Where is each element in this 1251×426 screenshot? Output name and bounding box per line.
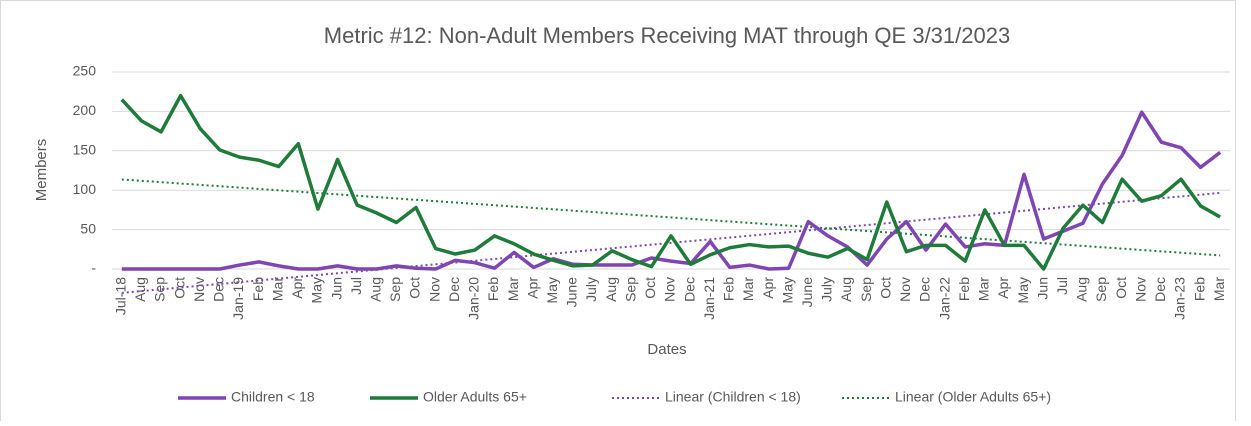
x-tick-label: Nov bbox=[897, 277, 913, 302]
x-tick-label: Aug bbox=[367, 277, 383, 302]
x-tick-label: Aug bbox=[838, 277, 854, 302]
y-tick-label: 100 bbox=[73, 181, 97, 197]
x-tick-label: May bbox=[779, 277, 795, 303]
x-tick-label: Sep bbox=[1093, 277, 1109, 302]
x-tick-label: Oct bbox=[171, 277, 187, 299]
x-tick-label: July bbox=[583, 277, 599, 302]
x-tick-label: Feb bbox=[485, 277, 501, 301]
x-tick-label: Oct bbox=[877, 277, 893, 299]
x-tick-label: Jul bbox=[1054, 277, 1070, 295]
x-tick-label: Aug bbox=[603, 277, 619, 302]
x-tick-label: Feb bbox=[721, 277, 737, 301]
x-tick-label: Jul-18 bbox=[113, 277, 129, 315]
x-tick-label: June bbox=[564, 277, 580, 308]
x-tick-label: Nov bbox=[426, 277, 442, 302]
x-tick-label: Dec bbox=[1152, 277, 1168, 302]
x-tick-label: Dec bbox=[917, 277, 933, 302]
x-tick-label: Nov bbox=[662, 277, 678, 302]
chart-title: Metric #12: Non-Adult Members Receiving … bbox=[324, 23, 1010, 48]
x-tick-label: Apr bbox=[289, 277, 305, 299]
x-tick-label: Dec bbox=[681, 277, 697, 302]
legend-label: Older Adults 65+ bbox=[423, 389, 527, 405]
x-tick-label: Mar bbox=[269, 277, 285, 301]
x-tick-label: Feb bbox=[250, 277, 266, 301]
x-tick-label: Dec bbox=[211, 277, 227, 302]
x-tick-label: May bbox=[309, 277, 325, 303]
x-tick-label: Jan-23 bbox=[1172, 277, 1188, 320]
x-tick-label: Nov bbox=[191, 277, 207, 302]
x-tick-label: Sep bbox=[858, 277, 874, 302]
y-tick-label: 150 bbox=[73, 142, 97, 158]
x-tick-label: Aug bbox=[1074, 277, 1090, 302]
x-tick-label: Jan-21 bbox=[701, 277, 717, 320]
x-tick-label: Oct bbox=[407, 277, 423, 299]
y-tick-label: 250 bbox=[73, 63, 97, 79]
x-tick-label: Jun bbox=[328, 277, 344, 300]
x-tick-label: Aug bbox=[132, 277, 148, 302]
x-tick-label: Jun bbox=[1034, 277, 1050, 300]
x-tick-label: May bbox=[544, 277, 560, 303]
legend-label: Linear (Children < 18) bbox=[665, 389, 801, 405]
x-tick-label: Sep bbox=[387, 277, 403, 302]
legend-label: Linear (Older Adults 65+) bbox=[895, 389, 1051, 405]
y-tick-label: 200 bbox=[73, 102, 97, 118]
x-tick-label: Dec bbox=[446, 277, 462, 302]
x-tick-label: Mar bbox=[740, 277, 756, 301]
x-tick-label: May bbox=[1015, 277, 1031, 303]
series-line bbox=[120, 93, 1222, 271]
trendline bbox=[121, 191, 1221, 294]
x-tick-label: Oct bbox=[642, 277, 658, 299]
x-tick-label: Apr bbox=[995, 277, 1011, 299]
x-tick-label: Jul bbox=[348, 277, 364, 295]
y-axis-label: Members bbox=[33, 139, 50, 202]
x-tick-label: Sep bbox=[622, 277, 638, 302]
x-axis-label: Dates bbox=[647, 341, 686, 358]
x-tick-label: July bbox=[819, 277, 835, 302]
x-tick-label: Mar bbox=[505, 277, 521, 301]
y-tick-label: 50 bbox=[80, 220, 96, 236]
x-tick-label: Mar bbox=[1211, 277, 1227, 301]
x-tick-label: Apr bbox=[524, 277, 540, 299]
x-tick-label: Feb bbox=[1191, 277, 1207, 301]
series-line bbox=[121, 110, 1222, 271]
x-tick-label: Jan-22 bbox=[936, 277, 952, 320]
legend-label: Children < 18 bbox=[231, 389, 315, 405]
y-tick-label: - bbox=[91, 260, 96, 276]
x-tick-label: Oct bbox=[1113, 277, 1129, 299]
trendline bbox=[121, 178, 1221, 257]
x-tick-label: Apr bbox=[760, 277, 776, 299]
x-tick-label: June bbox=[799, 277, 815, 308]
x-tick-label: Feb bbox=[956, 277, 972, 301]
x-tick-label: Nov bbox=[1132, 277, 1148, 302]
x-tick-label: Mar bbox=[976, 277, 992, 301]
x-tick-label: Jan-20 bbox=[466, 277, 482, 320]
x-tick-label: Jan-19 bbox=[230, 277, 246, 320]
x-tick-label: Sep bbox=[152, 277, 168, 302]
